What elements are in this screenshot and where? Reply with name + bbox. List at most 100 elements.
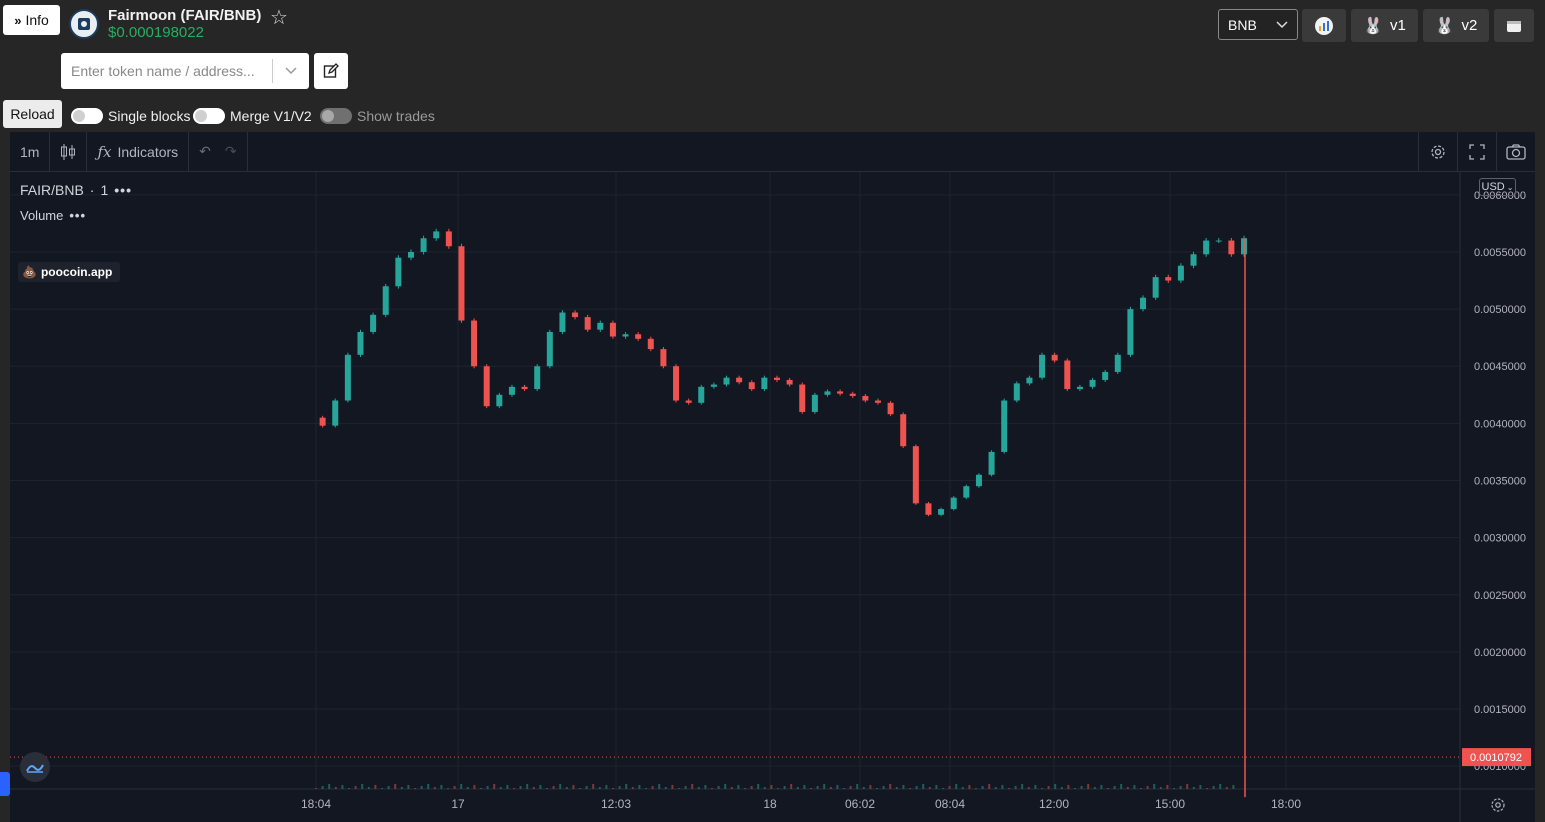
volume-bar: [625, 784, 628, 789]
volume-bar: [869, 785, 872, 789]
wallet-button[interactable]: [1494, 9, 1534, 42]
edit-button[interactable]: [314, 53, 348, 89]
merge-toggle-group[interactable]: Merge V1/V2: [193, 108, 312, 124]
volume-bar: [1054, 784, 1057, 789]
symbol-more-icon[interactable]: •••: [114, 182, 132, 198]
volume-bar: [466, 787, 469, 789]
symbol-label: FAIR/BNB: [20, 182, 84, 198]
volume-bar: [367, 787, 370, 789]
volume-more-icon[interactable]: •••: [69, 207, 87, 223]
candle-body: [521, 386, 528, 390]
currency-select[interactable]: USD ⌄: [1479, 178, 1516, 196]
x-tick-label: 08:04: [935, 797, 965, 811]
volume-bar: [730, 787, 733, 789]
volume-bar: [348, 788, 350, 789]
chevron-down-icon[interactable]: [273, 67, 309, 75]
candle-body: [1114, 354, 1121, 372]
pancakeswap-v1-button[interactable]: 🐰 v1: [1351, 9, 1418, 42]
axis-settings-icon[interactable]: [1491, 798, 1505, 812]
volume-bar: [678, 788, 680, 789]
camera-icon: [1506, 144, 1526, 160]
single-blocks-toggle-group[interactable]: Single blocks: [71, 108, 191, 124]
volume-bar: [955, 784, 958, 789]
volume-bar: [381, 788, 383, 789]
chart-app-button[interactable]: [1302, 9, 1346, 42]
x-tick-label: 18:00: [1271, 797, 1301, 811]
y-tick-label: 0.0025000: [1474, 590, 1526, 602]
show-trades-toggle-group[interactable]: Show trades: [320, 108, 435, 124]
show-trades-label: Show trades: [357, 108, 435, 124]
candle-body: [458, 246, 465, 321]
show-trades-toggle[interactable]: [320, 108, 352, 124]
volume-bar: [1120, 784, 1123, 789]
fullscreen-button[interactable]: [1457, 132, 1496, 172]
candle-body: [622, 334, 629, 337]
x-tick-label: 18:04: [301, 797, 331, 811]
volume-bar: [928, 787, 931, 789]
candle-body: [319, 417, 326, 426]
y-tick-label: 0.0055000: [1474, 247, 1526, 259]
indicators-button[interactable]: ƒx Indicators: [87, 131, 190, 172]
snapshot-button[interactable]: [1496, 132, 1535, 172]
volume-bar: [1146, 786, 1149, 789]
merge-v1v2-toggle[interactable]: [193, 108, 225, 124]
volume-bar: [909, 788, 911, 789]
candle-body: [824, 391, 831, 395]
single-blocks-label: Single blocks: [108, 108, 191, 124]
volume-bar: [1093, 787, 1096, 789]
volume-bar: [975, 788, 977, 789]
volume-bar: [499, 787, 502, 789]
side-panel-handle[interactable]: [0, 772, 10, 796]
volume-bar: [697, 787, 700, 789]
info-button[interactable]: » Info: [3, 5, 60, 35]
volume-bar: [460, 784, 463, 789]
x-tick-label: 17: [451, 797, 465, 811]
search-input[interactable]: [61, 53, 272, 89]
candle-body: [572, 312, 579, 318]
y-tick-label: 0.0050000: [1474, 304, 1526, 316]
candle-body: [471, 320, 478, 367]
volume-bar: [915, 786, 918, 789]
single-blocks-toggle[interactable]: [71, 108, 103, 124]
reload-button[interactable]: Reload: [3, 100, 62, 128]
redo-icon[interactable]: ↷: [224, 143, 237, 159]
interval-button[interactable]: 1m: [10, 131, 51, 172]
volume-bar: [823, 784, 826, 789]
bunny-icon: 🐰: [1434, 17, 1455, 35]
candle-body: [1203, 240, 1210, 255]
candle-body: [508, 386, 515, 395]
info-button-label: Info: [25, 12, 49, 28]
tradingview-logo[interactable]: [20, 752, 50, 782]
candle-type-button[interactable]: [50, 131, 88, 172]
y-tick-label: 0.0040000: [1474, 418, 1526, 430]
candle-body: [420, 238, 427, 252]
volume-bar: [902, 785, 905, 789]
price-chart[interactable]: 0.00600000.00550000.00500000.00450000.00…: [10, 172, 1535, 822]
chart-toolbar-right: [1418, 132, 1535, 172]
favorite-star-icon[interactable]: ☆: [270, 7, 288, 29]
pancakeswap-v2-button[interactable]: 🐰 v2: [1423, 9, 1489, 42]
candle-body: [761, 377, 768, 390]
candle-body: [660, 349, 667, 367]
volume-bar: [1199, 785, 1202, 789]
candle-body: [546, 331, 553, 367]
volume-bar: [1225, 787, 1228, 789]
volume-bar: [684, 786, 687, 789]
currency-value: USD: [1481, 181, 1505, 193]
volume-bar: [1140, 788, 1142, 789]
volume-bar: [1179, 786, 1182, 789]
gear-icon: [1431, 145, 1445, 159]
volume-bar: [539, 785, 542, 789]
candle-body: [647, 338, 654, 350]
candle-body: [1177, 265, 1184, 281]
candle-body: [1026, 377, 1033, 384]
volume-bar: [493, 784, 496, 789]
volume-bar: [988, 784, 991, 789]
settings-button[interactable]: [1418, 132, 1457, 172]
volume-bar: [1206, 788, 1208, 789]
undo-icon[interactable]: ↶: [199, 143, 211, 159]
volume-bar: [506, 785, 509, 789]
network-select[interactable]: BNB: [1218, 9, 1298, 40]
network-select-value: BNB: [1228, 16, 1257, 33]
candle-body: [799, 384, 806, 412]
